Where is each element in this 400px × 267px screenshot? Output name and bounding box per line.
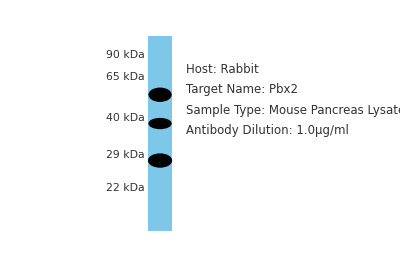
Ellipse shape xyxy=(148,88,172,102)
Text: Host: Rabbit: Host: Rabbit xyxy=(186,62,259,76)
Text: 65 kDa: 65 kDa xyxy=(106,72,144,82)
Text: Target Name: Pbx2: Target Name: Pbx2 xyxy=(186,83,298,96)
Text: Sample Type: Mouse Pancreas Lysate: Sample Type: Mouse Pancreas Lysate xyxy=(186,104,400,117)
Text: 22 kDa: 22 kDa xyxy=(106,183,144,193)
Ellipse shape xyxy=(148,153,172,168)
Text: 90 kDa: 90 kDa xyxy=(106,50,144,60)
Text: Antibody Dilution: 1.0μg/ml: Antibody Dilution: 1.0μg/ml xyxy=(186,124,349,137)
Ellipse shape xyxy=(148,118,172,129)
Bar xyxy=(148,36,172,231)
Text: 40 kDa: 40 kDa xyxy=(106,113,144,123)
Text: 29 kDa: 29 kDa xyxy=(106,150,144,160)
